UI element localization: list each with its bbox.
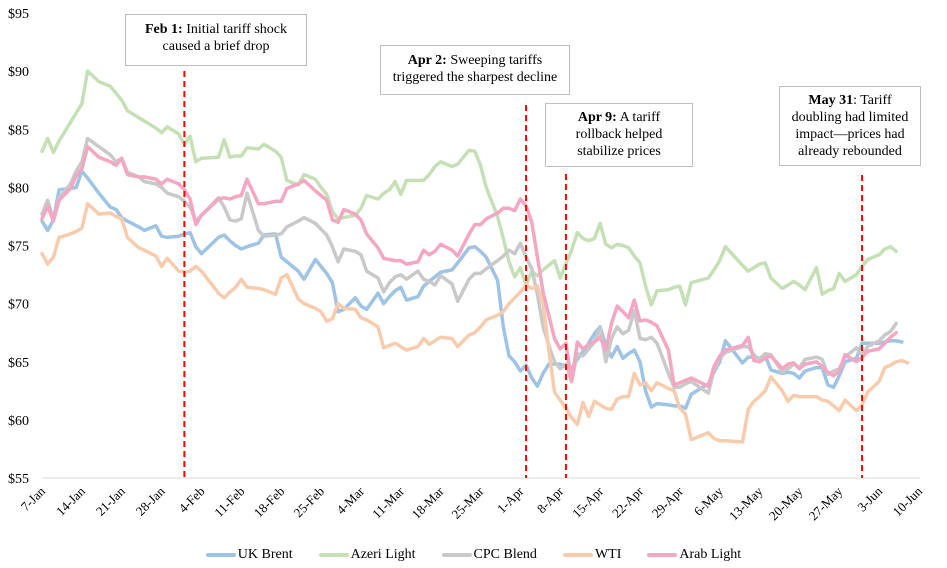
x-tick-label: 25-Feb: [291, 484, 328, 521]
legend-item-wti: WTI: [562, 545, 622, 565]
series-lines: [40, 69, 910, 444]
legend-label-cpc-blend: CPC Blend: [473, 547, 537, 562]
x-tick-label: 1-Apr: [494, 483, 527, 516]
x-tick-label: 10-Jun: [889, 483, 925, 519]
x-tick-label: 13-May: [726, 483, 766, 523]
legend-swatch-cpc-blend: [441, 553, 472, 557]
series-line-azeri-light: [40, 69, 898, 307]
y-tick-label: $95: [8, 7, 29, 22]
x-tick-label: 11-Feb: [211, 484, 247, 520]
x-tick-label: 28-Jan: [133, 483, 168, 518]
annotation-apr2-text: Sweeping tariffs triggered the sharpest …: [392, 53, 558, 85]
annotation-may31: May 31: Tariff doubling had limited impa…: [779, 86, 921, 166]
x-tick-label: 29-Apr: [649, 483, 687, 521]
x-tick-label: 14-Jan: [53, 483, 88, 518]
x-tick-label: 4-Mar: [333, 483, 367, 517]
x-tick-label: 6-May: [691, 483, 726, 518]
legend-item-azeri-light: Azeri Light: [318, 545, 416, 565]
legend-swatch-uk-brent: [205, 553, 236, 557]
x-tick-label: 18-Feb: [251, 484, 288, 521]
annotation-feb1-text: Initial tariff shock caused a brief drop: [162, 22, 288, 54]
legend-item-uk-brent: UK Brent: [205, 545, 293, 565]
x-tick-label: 20-May: [766, 483, 806, 523]
annotation-feb1: Feb 1: Initial tariff shock caused a bri…: [125, 14, 307, 66]
x-tick-label: 11-Mar: [369, 483, 407, 521]
legend: UK Brent Azeri Light CPC Blend WTI Arab …: [0, 545, 947, 565]
x-tick-label: 25-Mar: [448, 483, 487, 522]
annotation-may31-date: May 31: [808, 93, 854, 108]
legend-item-arab-light: Arab Light: [647, 545, 741, 565]
annotation-apr2-date: Apr 2:: [407, 53, 447, 68]
y-tick-label: $65: [8, 356, 29, 371]
series-line-arab-light: [40, 144, 898, 388]
legend-label-uk-brent: UK Brent: [237, 547, 293, 562]
y-tick-label: $75: [8, 240, 29, 255]
annotation-apr9: Apr 9: A tariff rollback helped stabiliz…: [545, 103, 693, 167]
x-tick-label: 18-Mar: [409, 483, 448, 522]
x-tick-label: 27-May: [806, 483, 846, 523]
annotation-may31-text: : Tariff doubling had limited impact—pri…: [791, 93, 909, 159]
x-tick-label: 8-Apr: [534, 483, 567, 516]
legend-label-arab-light: Arab Light: [679, 547, 742, 562]
legend-swatch-azeri-light: [318, 553, 349, 557]
legend-label-azeri-light: Azeri Light: [350, 547, 416, 562]
annotation-apr2: Apr 2: Sweeping tariffs triggered the sh…: [380, 45, 570, 95]
legend-swatch-arab-light: [647, 553, 678, 557]
y-axis: $55 $60 $65 $70 $75 $80 $85 $90 $95: [8, 7, 920, 487]
y-tick-label: $55: [8, 472, 29, 487]
event-lines: [183, 71, 864, 478]
y-tick-label: $85: [8, 123, 29, 138]
y-tick-label: $80: [8, 181, 29, 196]
y-tick-label: $70: [8, 298, 29, 313]
y-tick-label: $90: [8, 65, 29, 80]
annotation-apr9-text: A tariff rollback helped stabilize price…: [575, 110, 663, 159]
legend-item-cpc-blend: CPC Blend: [441, 545, 537, 565]
series-line-uk-brent: [40, 169, 904, 411]
x-tick-label: 15-Apr: [569, 483, 607, 521]
x-tick-label: 22-Apr: [609, 483, 647, 521]
x-tick-label: 4-Feb: [176, 484, 208, 516]
x-tick-label: 7-Jan: [18, 483, 49, 514]
x-tick-label: 21-Jan: [93, 483, 128, 518]
annotation-feb1-date: Feb 1:: [144, 22, 183, 37]
y-tick-label: $60: [8, 414, 29, 429]
x-axis: 7-Jan 14-Jan 21-Jan 28-Jan 4-Feb 11-Feb 18-Feb…: [18, 483, 926, 523]
legend-swatch-wti: [562, 553, 593, 557]
annotation-apr9-date: Apr 9:: [577, 110, 617, 125]
x-tick-label: 3-Jun: [854, 483, 885, 514]
series-line-wti: [40, 201, 910, 444]
legend-label-wti: WTI: [594, 547, 622, 562]
